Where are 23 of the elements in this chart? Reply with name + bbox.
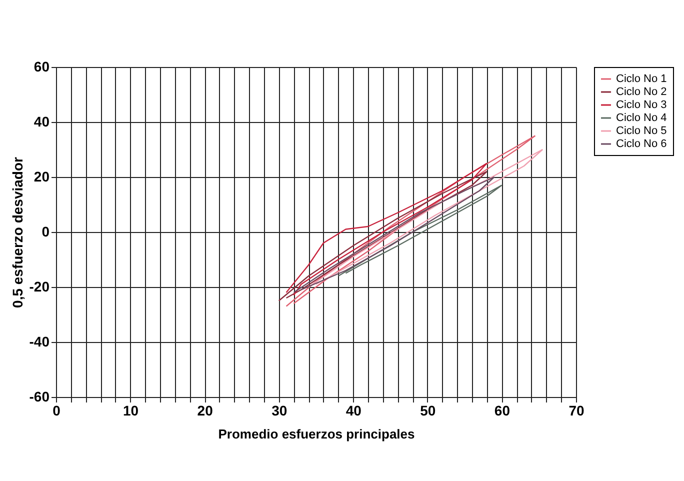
x-axis-title: Promedio esfuerzos principales: [218, 426, 415, 442]
y-axis-title: 0,5 esfuerzo desviador: [9, 156, 26, 308]
y-tick-label: 60: [34, 58, 50, 74]
x-tick-label: 20: [197, 402, 214, 418]
x-tick-label: 10: [122, 402, 139, 418]
y-tick-label: -40: [29, 334, 50, 350]
legend-label: Ciclo No 6: [616, 138, 667, 150]
y-tick-label: 0: [42, 224, 50, 240]
x-tick-label: 60: [494, 402, 510, 418]
y-tick-label: 20: [34, 168, 50, 184]
x-tick-label: 30: [272, 402, 288, 418]
legend-label: Ciclo No 2: [616, 86, 667, 98]
x-tick-label: 70: [568, 402, 584, 418]
legend-label: Ciclo No 4: [616, 112, 667, 124]
legend-label: Ciclo No 1: [616, 73, 667, 85]
x-tick-label: 0: [52, 402, 61, 418]
legend-label: Ciclo No 5: [616, 125, 667, 137]
y-tick-label: -20: [29, 278, 50, 294]
y-tick-label: -60: [29, 388, 50, 404]
x-tick-label: 50: [420, 402, 436, 418]
legend-label: Ciclo No 3: [616, 99, 667, 111]
x-tick-label: 40: [346, 402, 362, 418]
y-tick-label: 40: [34, 114, 50, 130]
